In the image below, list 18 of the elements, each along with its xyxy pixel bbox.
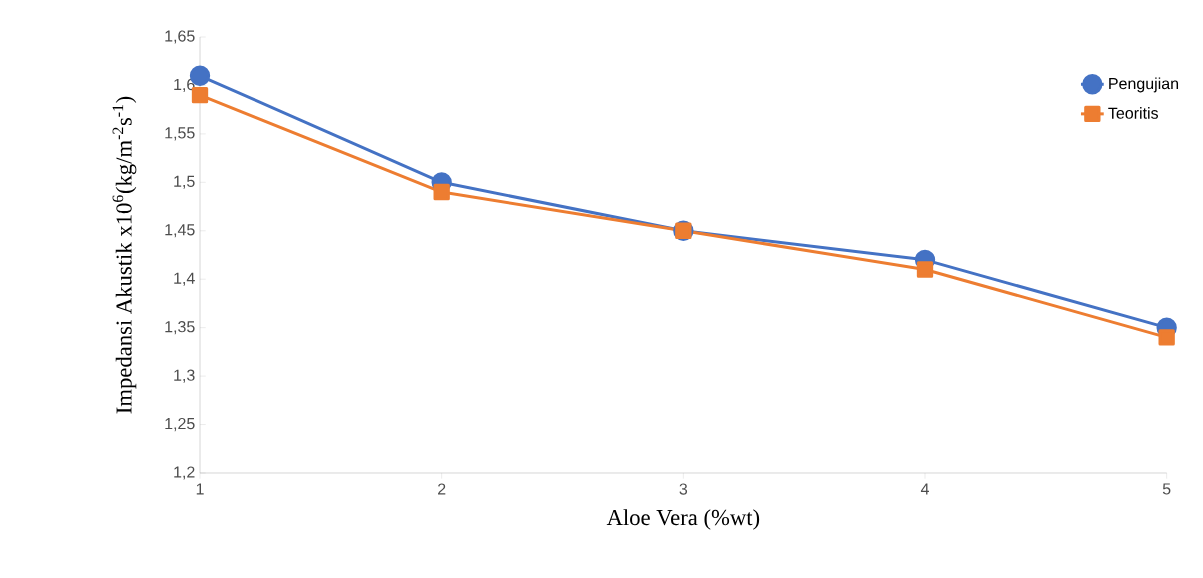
y-tick-label: 1,55 [165, 127, 195, 141]
y-tick-label: 1,5 [174, 175, 195, 189]
legend-label: Pengujian [1109, 77, 1179, 93]
y-tick-label: 1,25 [165, 417, 195, 432]
x-tick-label: 2 [438, 483, 446, 495]
x-tick-label: 5 [1162, 483, 1171, 495]
y-tick-label: 1,45 [165, 224, 195, 238]
y-tick-label: 1,4 [174, 272, 195, 286]
y-tick-label: 1,65 [165, 30, 195, 44]
y-axis-title: Impedansi Akustik x10$^{6}$(kg/m$^{-2}$s$^{-1}$) [112, 96, 137, 414]
y-tick-label: 1,35 [165, 321, 195, 335]
x-tick-label: 3 [679, 483, 688, 495]
y-tick-label: 1,2 [174, 466, 195, 480]
x-tick-label: 1 [196, 483, 204, 495]
x-tick-label: 4 [920, 483, 929, 495]
x-axis-title: Aloe Vera (%wt) [606, 509, 760, 530]
y-tick-label: 1,3 [174, 369, 195, 383]
legend-label: Teoritis [1108, 107, 1159, 119]
